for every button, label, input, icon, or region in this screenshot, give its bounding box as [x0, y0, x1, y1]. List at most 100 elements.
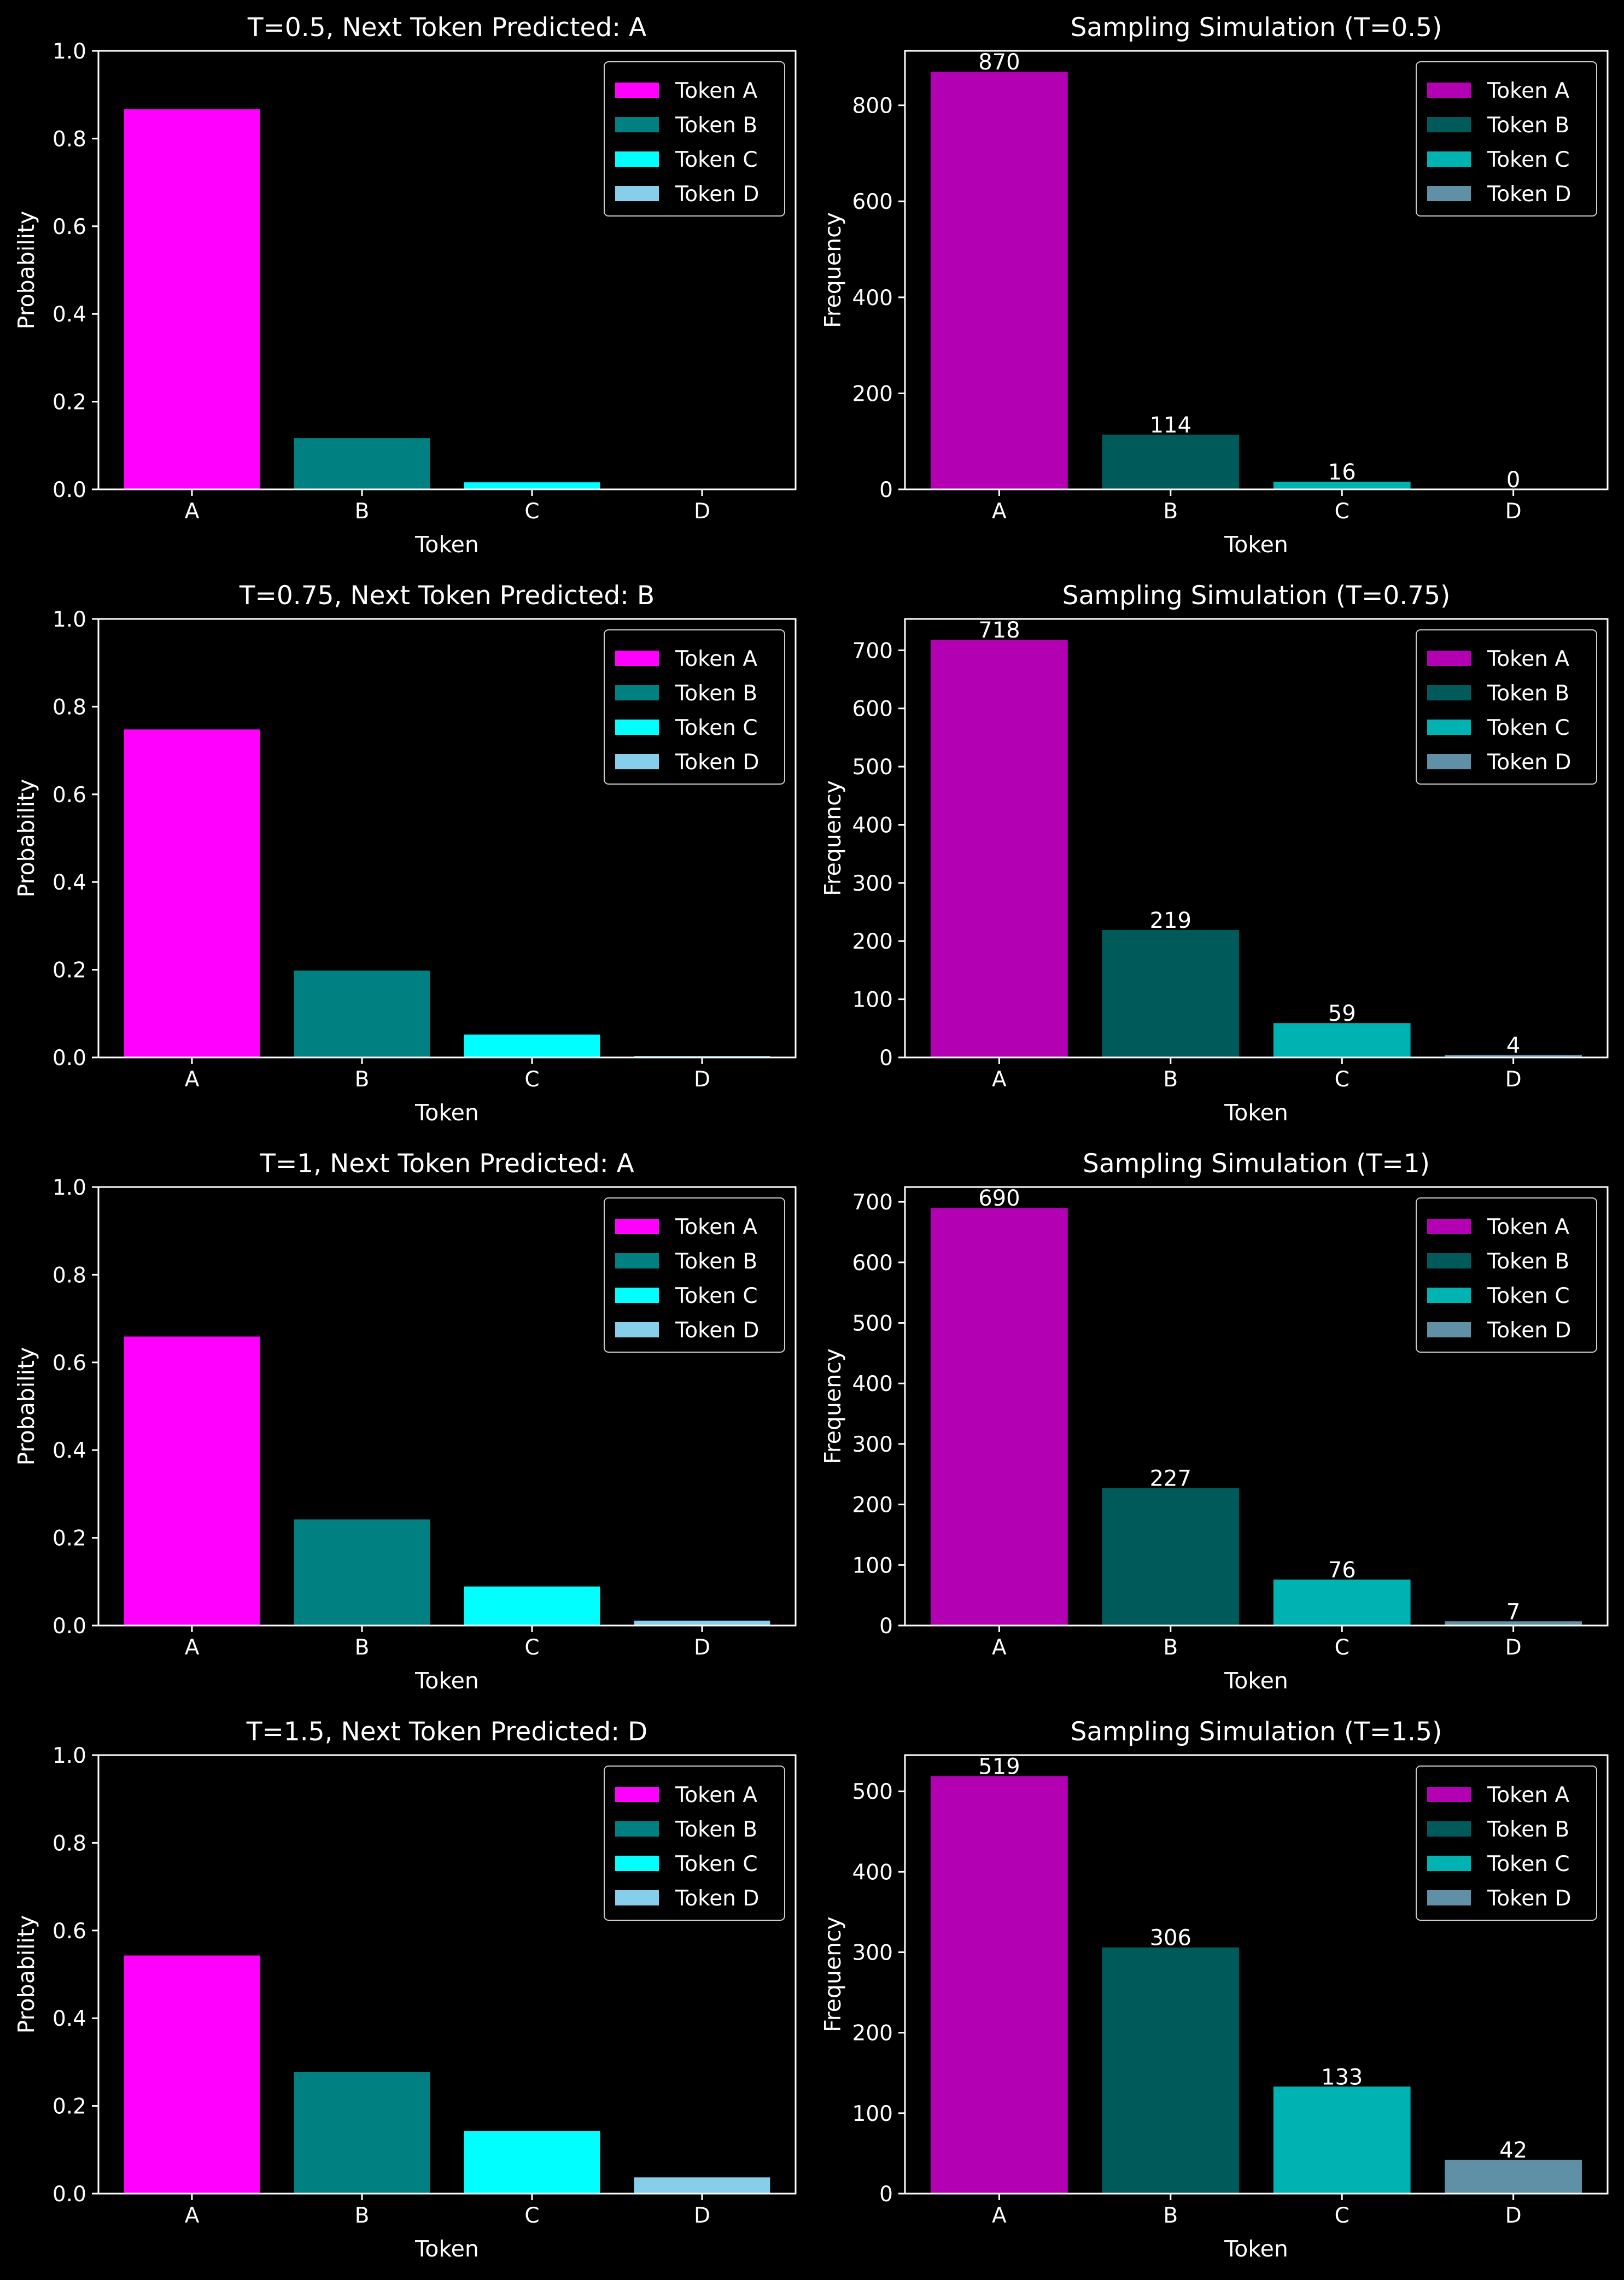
- y-tick-label: 600: [852, 697, 893, 722]
- x-tick-label: A: [185, 499, 200, 524]
- y-tick-label: 1.0: [52, 1176, 86, 1200]
- data-label-b: 114: [1150, 413, 1191, 438]
- legend-swatch-a: [1427, 83, 1471, 98]
- y-tick-label: 0.2: [52, 958, 86, 983]
- bar-c: [1273, 2086, 1411, 2194]
- legend-label: Token B: [675, 113, 757, 138]
- data-label-b: 306: [1150, 1926, 1191, 1951]
- x-tick-label: C: [524, 1635, 539, 1660]
- legend-swatch-c: [615, 151, 659, 167]
- legend-swatch-b: [1427, 117, 1471, 132]
- legend-swatch-b: [615, 685, 659, 700]
- bar-b: [294, 1519, 430, 1626]
- legend-box: [1416, 629, 1597, 785]
- bar-b: [1102, 434, 1240, 489]
- x-tick-label: D: [1505, 1067, 1522, 1092]
- legend-label: Token B: [675, 1249, 757, 1274]
- data-label-c: 133: [1321, 2065, 1363, 2090]
- legend-swatch-b: [615, 1821, 659, 1837]
- axes-frame: [904, 1186, 1609, 1627]
- legend-swatch-d: [1427, 754, 1471, 769]
- axes-frame: [904, 50, 1609, 490]
- bar-a: [931, 1208, 1068, 1626]
- y-axis-label: Frequency: [820, 1348, 846, 1464]
- y-tick-label: 400: [852, 1372, 893, 1396]
- bar-d: [634, 1621, 770, 1626]
- legend-label: Token C: [1487, 1284, 1570, 1308]
- legend-swatch-b: [1427, 1821, 1471, 1837]
- chart-1: A B C D 0.0 0.2 0.4 0.6 0.8 1.0 T=0.5, Next Token …: [13, 13, 797, 558]
- data-label-b: 227: [1150, 1466, 1191, 1492]
- x-tick-label: B: [355, 2203, 370, 2228]
- bar-c: [1273, 481, 1411, 489]
- bar-b: [294, 971, 430, 1057]
- legend: Token A Token B Token C Token D: [1416, 629, 1597, 785]
- y-tick-label: 0: [879, 2182, 893, 2207]
- legend-label: Token C: [675, 1852, 758, 1876]
- legend-swatch-b: [1427, 1253, 1471, 1268]
- y-axis-label: Frequency: [820, 212, 846, 328]
- legend: Token A Token B Token C Token D: [1416, 1765, 1597, 1921]
- y-axis-label: Probability: [13, 1915, 39, 2034]
- legend: Token A Token B Token C Token D: [604, 1197, 785, 1353]
- bar-a: [124, 1955, 260, 2194]
- bar-c: [1273, 1579, 1411, 1626]
- data-label-a: 718: [978, 618, 1020, 643]
- y-tick-label: 0.2: [52, 1527, 86, 1551]
- data-label-b: 219: [1150, 908, 1191, 933]
- legend-box: [604, 1765, 785, 1921]
- legend-box: [604, 1197, 785, 1353]
- bar-a: [931, 1776, 1068, 2194]
- legend-swatch-a: [1427, 1219, 1471, 1234]
- x-tick-label: C: [1335, 1067, 1350, 1092]
- bar-d: [1445, 1055, 1582, 1057]
- x-axis-label: Token: [414, 1668, 479, 1694]
- x-axis-label: Token: [414, 531, 479, 558]
- y-tick-label: 0.6: [52, 215, 86, 239]
- chart-2: 870 114 16 0 A B C D 0 200 400 600 800 Sampling Simul…: [820, 13, 1609, 558]
- legend-swatch-c: [1427, 151, 1471, 167]
- legend-swatch-d: [615, 1322, 659, 1337]
- y-tick-label: 0: [879, 1046, 893, 1071]
- legend: Token A Token B Token C Token D: [604, 1765, 785, 1921]
- legend-label: Token B: [1487, 1249, 1569, 1274]
- legend-label: Token A: [1487, 647, 1569, 671]
- y-tick-label: 200: [852, 929, 893, 954]
- x-axis-label: Token: [1224, 2236, 1288, 2262]
- x-tick-label: D: [1505, 1635, 1522, 1660]
- y-tick-label: 300: [852, 1941, 893, 1966]
- x-tick-label: A: [992, 499, 1007, 524]
- legend-swatch-c: [1427, 720, 1471, 735]
- legend-label: Token D: [675, 182, 759, 207]
- bar-b: [1102, 1488, 1240, 1626]
- chart-title: T=0.75, Next Token Predicted: B: [239, 581, 655, 611]
- y-tick-label: 100: [852, 1553, 893, 1578]
- y-tick-label: 1.0: [52, 607, 86, 632]
- y-tick-label: 500: [852, 1780, 893, 1804]
- y-tick-label: 500: [852, 1312, 893, 1336]
- y-axis-label: Probability: [13, 211, 39, 330]
- x-tick-label: A: [992, 1635, 1007, 1660]
- legend-swatch-b: [615, 117, 659, 132]
- y-tick-label: 100: [852, 2102, 893, 2126]
- x-tick-label: C: [524, 1067, 539, 1092]
- chart-title: Sampling Simulation (T=1.5): [1071, 1717, 1442, 1747]
- chart-title: Sampling Simulation (T=0.5): [1071, 13, 1442, 43]
- y-tick-label: 0.6: [52, 1351, 86, 1376]
- y-tick-label: 0.8: [52, 1831, 86, 1856]
- bar-c: [464, 482, 600, 489]
- bar-b: [294, 2072, 430, 2194]
- legend-label: Token B: [675, 681, 757, 706]
- legend-label: Token C: [1487, 148, 1570, 172]
- y-tick-label: 100: [852, 988, 893, 1013]
- chart-4: 718 219 59 4 A B C D 0 100 200 300 400 500 600 700 Sampl…: [820, 581, 1609, 1126]
- legend-label: Token C: [1487, 716, 1570, 740]
- legend-label: Token C: [1487, 1852, 1570, 1876]
- legend-label: Token D: [675, 1886, 759, 1911]
- y-tick-label: 800: [852, 94, 893, 119]
- x-tick-label: A: [185, 1067, 200, 1092]
- axes-frame: [97, 1754, 797, 2195]
- chart-8: 519 306 133 42 A B C D 0 100 200 300 400 500 Sampling …: [820, 1717, 1609, 2262]
- y-tick-label: 500: [852, 755, 893, 780]
